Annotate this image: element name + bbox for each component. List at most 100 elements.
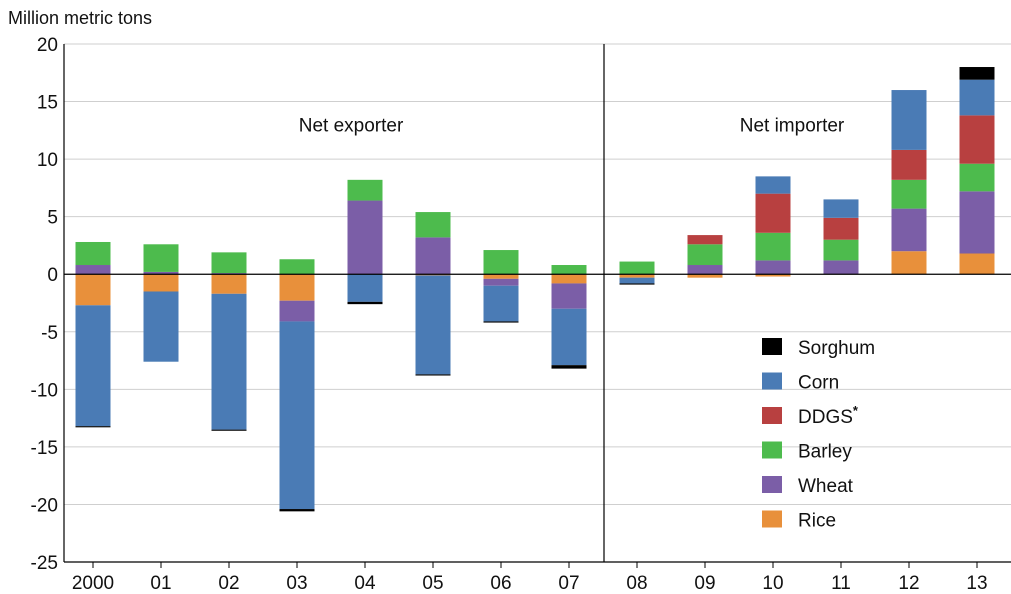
bar-corn-11	[823, 199, 859, 218]
bar-barley-05	[415, 212, 451, 238]
axis-labels: 20 15 10 5 0 -5 -10 -15 -20 -25 2000 01 02 03 04 05 06 07…	[31, 35, 988, 594]
y-tick-label: -15	[31, 438, 58, 459]
bars	[75, 67, 995, 512]
x-tick-label: 07	[558, 573, 579, 594]
bar-sorghum-04	[347, 301, 383, 305]
region-label: Net exporter	[299, 115, 404, 136]
bar-barley-03	[279, 259, 315, 275]
bar-barley-06	[483, 250, 519, 275]
y-tick-label: -5	[41, 323, 58, 344]
y-tick-label: -20	[31, 495, 58, 516]
legend-label-rice: Rice	[798, 511, 836, 532]
legend-swatch-wheat	[762, 476, 782, 493]
bar-barley-12	[891, 179, 927, 209]
bar-barley-09	[687, 244, 723, 266]
y-tick-label: 5	[47, 208, 58, 229]
y-tick-label: 0	[47, 265, 58, 286]
x-tick-label: 12	[898, 573, 919, 594]
bar-corn-2000	[75, 305, 111, 427]
bar-barley-2000	[75, 241, 111, 266]
bar-corn-10	[755, 176, 791, 194]
bar-corn-04	[347, 274, 383, 302]
region-label: Net importer	[740, 115, 845, 136]
x-tick-label: 05	[422, 573, 443, 594]
legend-swatch-sorghum	[762, 338, 782, 355]
bar-barley-02	[211, 252, 247, 274]
bar-wheat-10	[755, 260, 791, 275]
legend-swatch-ddgs	[762, 407, 782, 424]
x-tick-label: 06	[490, 573, 511, 594]
bar-barley-01	[143, 244, 179, 272]
legend-label-ddgs: DDGS*	[798, 403, 859, 428]
bar-wheat-13	[959, 191, 995, 254]
bar-corn-01	[143, 291, 179, 362]
bar-wheat-09	[687, 265, 723, 275]
bar-sorghum-08	[619, 283, 655, 285]
legend-label-wheat: Wheat	[798, 476, 854, 497]
bar-wheat-03	[279, 300, 315, 322]
y-tick-label: 10	[37, 150, 58, 171]
bar-sorghum-05	[415, 374, 451, 376]
x-tick-label: 02	[218, 573, 239, 594]
x-tick-label: 09	[694, 573, 715, 594]
bar-rice-06	[483, 274, 519, 279]
bar-corn-08	[619, 277, 655, 284]
bar-rice-09	[687, 274, 723, 278]
bar-sorghum-06	[483, 321, 519, 323]
y-tick-label: 15	[37, 93, 58, 114]
bar-wheat-07	[551, 283, 587, 309]
y-tick-label: -25	[31, 553, 58, 574]
bar-ddgs-11	[823, 217, 859, 240]
x-tick-label: 03	[286, 573, 307, 594]
bar-sorghum-02	[211, 429, 247, 431]
bar-rice-13	[959, 253, 995, 275]
bar-wheat-05	[415, 237, 451, 275]
bar-wheat-12	[891, 208, 927, 252]
bar-corn-07	[551, 308, 587, 366]
legend: Sorghum Corn DDGS* Barley Wheat Rice	[762, 338, 875, 532]
x-tick-label: 2000	[72, 573, 114, 594]
bar-barley-08	[619, 261, 655, 275]
bar-sorghum-03	[279, 509, 315, 512]
bar-corn-03	[279, 321, 315, 510]
legend-swatch-rice	[762, 510, 782, 528]
x-tick-label: 08	[626, 573, 647, 594]
axes	[63, 44, 1011, 568]
bar-sorghum-2000	[75, 426, 111, 428]
legend-label-barley: Barley	[798, 442, 852, 463]
x-tick-label: 13	[966, 573, 987, 594]
x-tick-label: 04	[354, 573, 376, 594]
bar-barley-07	[551, 265, 587, 275]
bar-rice-01	[143, 274, 179, 292]
bar-corn-12	[891, 90, 927, 150]
bar-ddgs-10	[755, 193, 791, 233]
bar-barley-11	[823, 239, 859, 261]
bar-rice-07	[551, 274, 587, 284]
region-labels: Net exporter Net importer	[299, 115, 845, 136]
bar-rice-03	[279, 274, 315, 301]
bar-rice-2000	[75, 274, 111, 306]
legend-label-corn: Corn	[798, 373, 839, 394]
legend-footnote-marker: *	[853, 403, 859, 418]
x-tick-label: 01	[150, 573, 171, 594]
legend-swatch-corn	[762, 372, 782, 390]
grid-lines	[64, 43, 1011, 563]
bar-ddgs-12	[891, 149, 927, 180]
legend-label-sorghum: Sorghum	[798, 338, 875, 359]
bar-wheat-2000	[75, 265, 111, 275]
bar-corn-13	[959, 79, 995, 116]
bar-barley-10	[755, 232, 791, 261]
bar-ddgs-09	[687, 235, 723, 245]
bar-sorghum-13	[959, 67, 995, 80]
bar-corn-02	[211, 293, 247, 430]
y-unit-label: Million metric tons	[8, 8, 152, 28]
bar-rice-10	[755, 274, 791, 277]
legend-swatch-barley	[762, 441, 782, 459]
bar-corn-05	[415, 275, 451, 375]
bar-wheat-11	[823, 260, 859, 275]
bar-wheat-01	[143, 271, 179, 275]
bar-corn-06	[483, 285, 519, 322]
bar-rice-08	[619, 274, 655, 278]
